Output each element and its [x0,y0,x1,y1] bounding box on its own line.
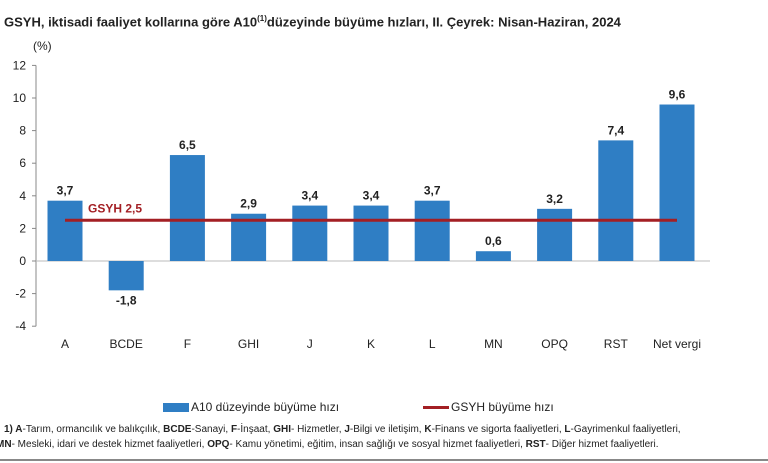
gsyh-line-label: GSYH 2,5 [88,201,142,215]
data-label: -1,8 [116,293,137,307]
x-tick-label: OPQ [541,337,568,351]
data-label: 3,4 [301,189,318,203]
bar-j [292,205,328,261]
data-label: 3,4 [363,189,380,203]
x-tick-label: F [184,337,191,351]
y-tick-label: 12 [13,58,27,72]
footnote-line-2: MN- Mesleki, idari ve destek hizmet faal… [0,439,658,450]
x-tick-label: GHI [238,337,259,351]
footnote-segment: GHI [273,424,291,435]
data-label: 2,9 [240,197,257,211]
y-axis-unit: (%) [33,39,52,53]
data-label: 9,6 [669,88,686,102]
y-tick-label: 8 [19,124,26,138]
y-tick-label: 4 [19,189,26,203]
footnote-segment: L [564,424,571,435]
y-tick-label: 6 [19,156,26,170]
y-tick-label: 0 [19,254,26,268]
bar-a [47,200,83,261]
legend-bar: A10 düzeyinde büyüme hızı [163,400,339,414]
x-tick-label: J [307,337,313,351]
data-label: 3,7 [57,184,74,198]
bar-rst [598,140,634,261]
x-tick-label: RST [604,337,629,351]
footnote-segment: F [230,424,238,435]
data-label: 0,6 [485,234,502,248]
x-tick-label: BCDE [110,337,143,351]
y-tick-label: 10 [13,91,27,105]
bar-mn [475,251,511,261]
footnote-segment: -Tarım, ormancılık ve balıkçılık, [22,424,164,435]
footnote-segment: - Diğer hizmet faaliyetleri. [545,439,659,450]
data-label: 6,5 [179,138,196,152]
data-label: 7,4 [607,123,624,137]
footnote-segment: - Hizmetler, [290,424,345,435]
data-label: 3,2 [546,192,563,206]
footnote-line-1: 1) A-Tarım, ormancılık ve balıkçılık, BC… [4,424,681,435]
footnote-segment: RST [525,439,546,450]
bar-bcde [108,261,144,291]
legend-swatch-line [423,405,449,409]
x-tick-label: MN [484,337,503,351]
y-tick-label: -4 [15,319,26,333]
footnote-segment: 1) A [4,424,23,435]
x-tick-label: A [61,337,69,351]
footnote-segment: OPQ [207,439,230,450]
x-tick-label: K [367,337,375,351]
x-tick-label: Net vergi [653,337,701,351]
legend-line: GSYH büyüme hızı [423,400,554,414]
footnote-segment: K [424,424,432,435]
bar-k [353,205,389,261]
footnote-segment: -Bilgi ve iletişim, [349,424,425,435]
footnote-segment: BCDE [163,424,192,435]
y-tick-label: 2 [19,221,26,235]
legend-label: GSYH büyüme hızı [451,400,554,414]
divider [0,459,768,461]
footnote-segment: -Finans ve sigorta faaliyetleri, [431,424,565,435]
chart-title: GSYH, iktisadi faaliyet kollarına göre A… [4,14,621,30]
legend-swatch-bar [163,402,189,412]
bar-net-vergi [659,104,695,262]
footnote-segment: -Gayrimenkul faaliyetleri, [570,424,681,435]
bar-f [169,155,205,261]
footnote-segment: -Sanayi, [191,424,231,435]
data-label: 3,7 [424,184,441,198]
footnote-segment: MN [0,439,12,450]
bar-opq [537,208,573,261]
footnote-segment: -İnşaat, [237,424,274,435]
footnote-segment: - Mesleki, idari ve destek hizmet faaliy… [11,439,208,450]
footnote-segment: J [344,424,350,435]
x-tick-label: L [429,337,436,351]
footnote-segment: - Kamu yönetimi, eğitim, insan sağlığı v… [229,439,526,450]
legend-label: A10 düzeyinde büyüme hızı [191,400,340,414]
y-tick-label: -2 [15,287,26,301]
bar-l [414,200,450,261]
